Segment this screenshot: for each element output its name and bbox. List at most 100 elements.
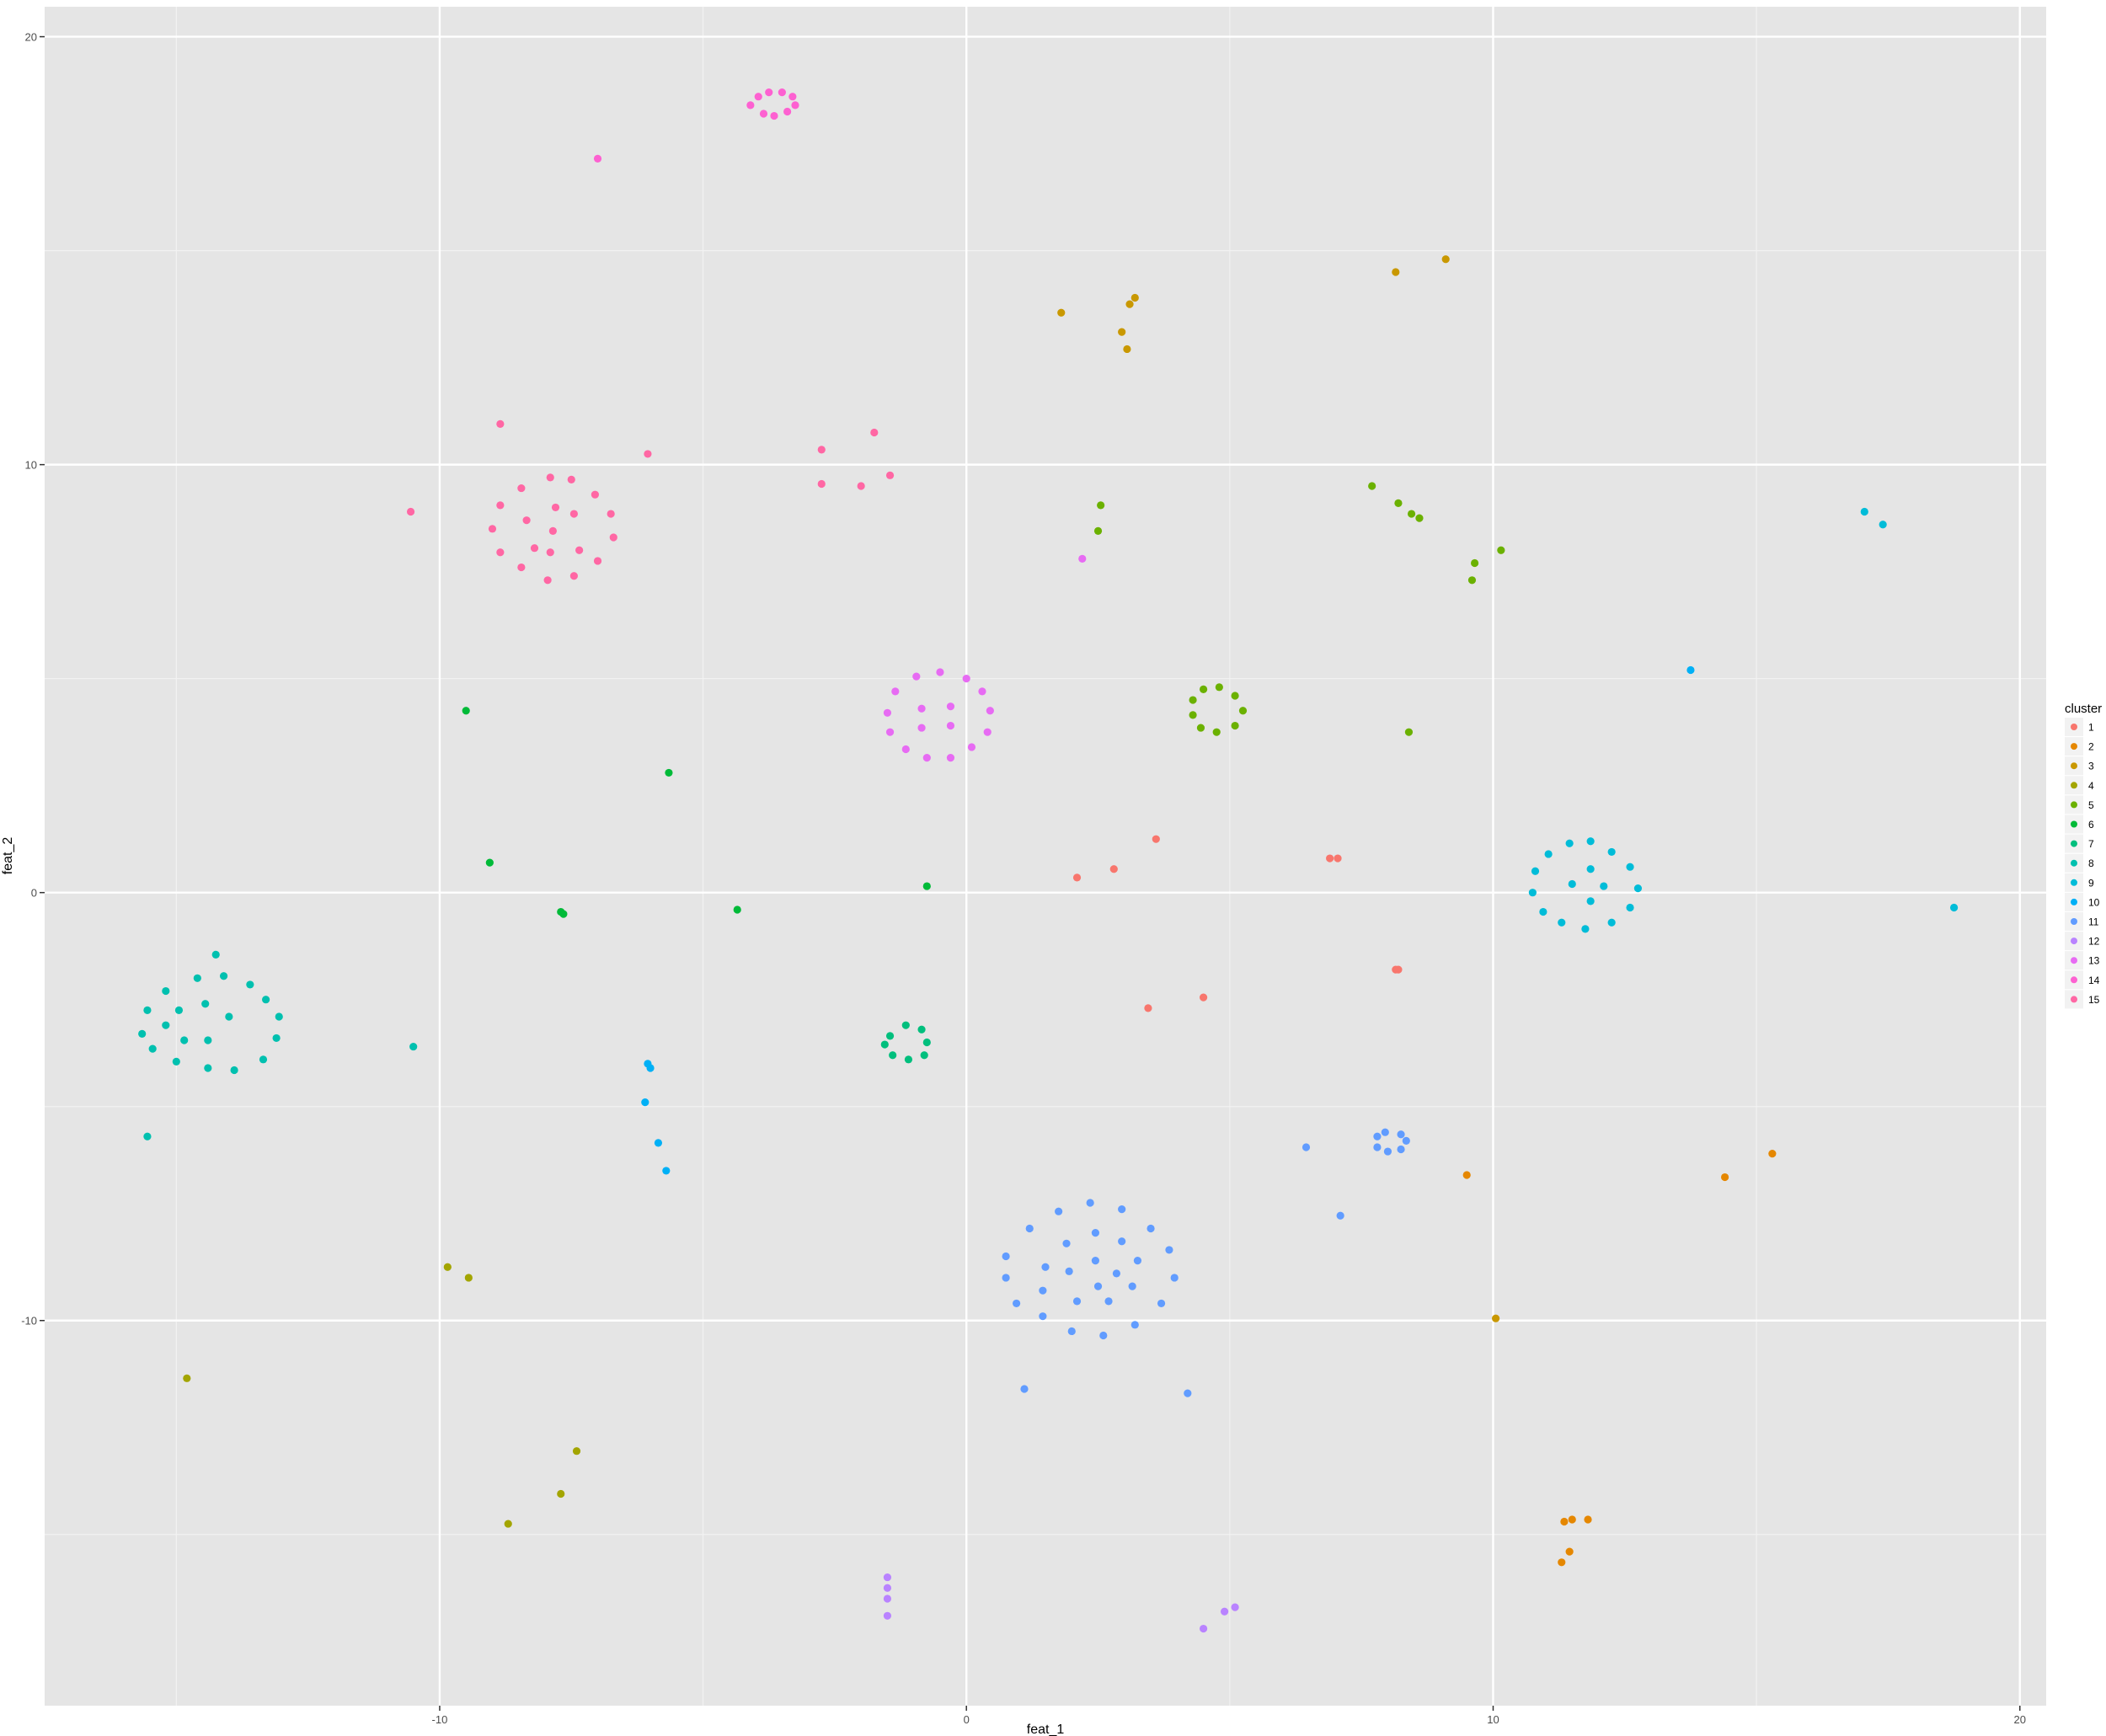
legend-item-13: 13: [2065, 951, 2100, 970]
legend-key-dot: [2071, 724, 2077, 730]
data-point: [1072, 1297, 1082, 1306]
legend-title: cluster: [2065, 702, 2102, 716]
data-point: [1558, 918, 1566, 927]
legend-label: 8: [2088, 857, 2094, 869]
x-tick-label: 20: [2014, 1713, 2026, 1726]
data-point: [1002, 1274, 1010, 1282]
data-point: [517, 483, 526, 493]
data-point: [986, 707, 994, 715]
data-point: [496, 419, 505, 428]
data-point: [522, 516, 531, 525]
legend-key-dot: [2071, 879, 2077, 886]
data-point: [1558, 1558, 1566, 1567]
data-point: [162, 1021, 170, 1029]
y-tick-label: 0: [31, 887, 37, 900]
data-point: [1392, 268, 1400, 276]
data-point: [1091, 1228, 1099, 1237]
data-point: [1133, 1257, 1142, 1265]
series-cluster-15: [406, 419, 895, 585]
data-point: [174, 1006, 184, 1015]
legend-label: 9: [2088, 877, 2094, 889]
data-point: [593, 557, 602, 565]
data-point: [1091, 1257, 1099, 1265]
data-point: [1184, 1389, 1192, 1397]
data-point: [946, 721, 955, 730]
data-point: [1397, 1130, 1405, 1139]
data-point: [1407, 510, 1416, 518]
legend-key-dot: [2071, 840, 2077, 847]
data-point: [1189, 711, 1197, 719]
legend-item-7: 7: [2065, 834, 2094, 853]
data-point: [1394, 499, 1403, 507]
data-point: [770, 111, 778, 120]
data-point: [917, 1025, 926, 1034]
legend-label: 12: [2088, 936, 2100, 948]
data-point: [1686, 665, 1695, 675]
legend-item-3: 3: [2065, 756, 2094, 776]
data-point: [904, 1055, 913, 1064]
data-point: [901, 745, 910, 754]
data-point: [1441, 255, 1450, 264]
data-point: [1415, 514, 1424, 522]
data-point: [1065, 1267, 1073, 1275]
data-point: [901, 1021, 910, 1029]
legend-label: 2: [2088, 741, 2094, 753]
data-point: [1584, 1515, 1592, 1524]
data-point: [1118, 328, 1126, 336]
data-point: [817, 479, 826, 489]
data-point: [204, 1064, 212, 1072]
series-cluster-11: [1002, 1128, 1410, 1397]
data-point: [409, 1042, 418, 1051]
data-point: [1131, 1321, 1139, 1329]
legend-key-dot: [2071, 782, 2077, 789]
data-point: [1002, 1252, 1010, 1261]
data-point: [754, 93, 762, 101]
series-cluster-7: [880, 1021, 931, 1064]
data-point: [1531, 867, 1540, 875]
data-point: [1086, 1199, 1094, 1207]
data-point: [1381, 1128, 1389, 1136]
data-point: [885, 1032, 895, 1040]
data-point: [644, 450, 652, 458]
data-point: [765, 88, 773, 97]
legend-item-9: 9: [2065, 873, 2094, 892]
series-cluster-5: [1093, 482, 1505, 736]
data-point: [1215, 683, 1223, 692]
data-point: [1397, 1145, 1405, 1154]
data-point: [1199, 685, 1208, 693]
data-point: [662, 1167, 671, 1175]
data-point: [1586, 897, 1595, 905]
data-point: [569, 572, 578, 580]
data-point: [1560, 1517, 1569, 1526]
data-point: [517, 563, 526, 572]
data-point: [1373, 1143, 1382, 1151]
data-point: [967, 743, 976, 751]
data-point: [1860, 507, 1868, 516]
data-point: [1467, 576, 1477, 585]
data-point: [1768, 1150, 1777, 1158]
data-point: [1231, 1603, 1239, 1611]
data-point: [609, 533, 617, 542]
series-cluster-4: [183, 1263, 581, 1528]
data-point: [143, 1132, 152, 1140]
data-point: [1539, 907, 1547, 916]
data-point: [1302, 1143, 1311, 1151]
data-point: [1238, 707, 1248, 715]
data-point: [1600, 882, 1608, 890]
data-point: [1586, 865, 1595, 873]
data-point: [1231, 721, 1239, 730]
data-point: [654, 1139, 663, 1147]
y-tick-label: 20: [25, 31, 37, 44]
data-point: [546, 473, 554, 482]
data-point: [1093, 526, 1103, 535]
legend-label: 7: [2088, 838, 2094, 850]
legend-item-11: 11: [2065, 912, 2099, 931]
plot-panel: [45, 7, 2046, 1706]
data-point: [746, 101, 755, 110]
data-point: [962, 675, 970, 683]
data-point: [1586, 837, 1595, 846]
major-gridlines: [45, 7, 2046, 1706]
data-point: [1402, 1136, 1410, 1145]
data-point: [1057, 308, 1066, 317]
